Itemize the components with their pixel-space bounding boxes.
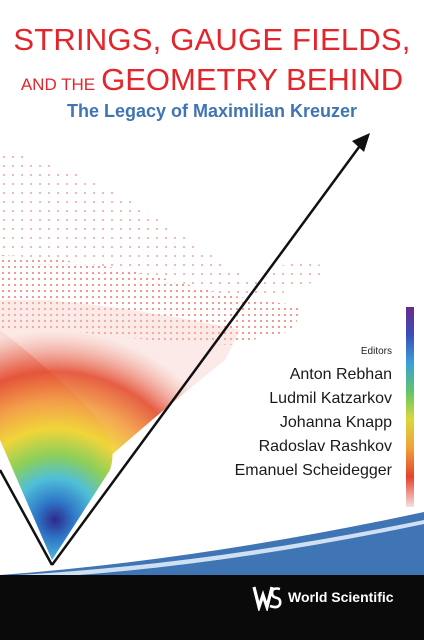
color-scale-bar (406, 307, 414, 507)
footer-band (0, 575, 424, 640)
editor-name: Emanuel Scheidegger (234, 462, 392, 479)
editor-name: Radoslav Rashkov (258, 438, 392, 455)
editor-name: Anton Rebhan (289, 366, 392, 383)
v-outline-right (50, 142, 364, 566)
light-wave (0, 520, 424, 580)
dotted-scatter-top (0, 150, 330, 300)
title-line-1: STRINGS, GAUGE FIELDS, (13, 22, 411, 57)
heat-map-lower (0, 330, 113, 560)
editor-name: Johanna Knapp (279, 414, 392, 431)
title-line-2: AND THE GEOMETRY BEHIND (0, 62, 424, 98)
arrow-icon (352, 133, 370, 152)
title-and-the: AND THE (20, 75, 96, 94)
editors-label: Editors (360, 346, 392, 357)
subtitle: The Legacy of Maximilian Kreuzer (66, 101, 358, 121)
blue-wave (0, 512, 424, 575)
ws-logo-icon (252, 586, 282, 611)
publisher-name: World Scientific (288, 589, 394, 605)
v-outline-left (0, 469, 54, 566)
editor-name: Ludmil Katzarkov (269, 390, 392, 407)
publisher-logo: World Scientific (252, 583, 394, 611)
title-geometry-behind: GEOMETRY BEHIND (101, 62, 404, 97)
